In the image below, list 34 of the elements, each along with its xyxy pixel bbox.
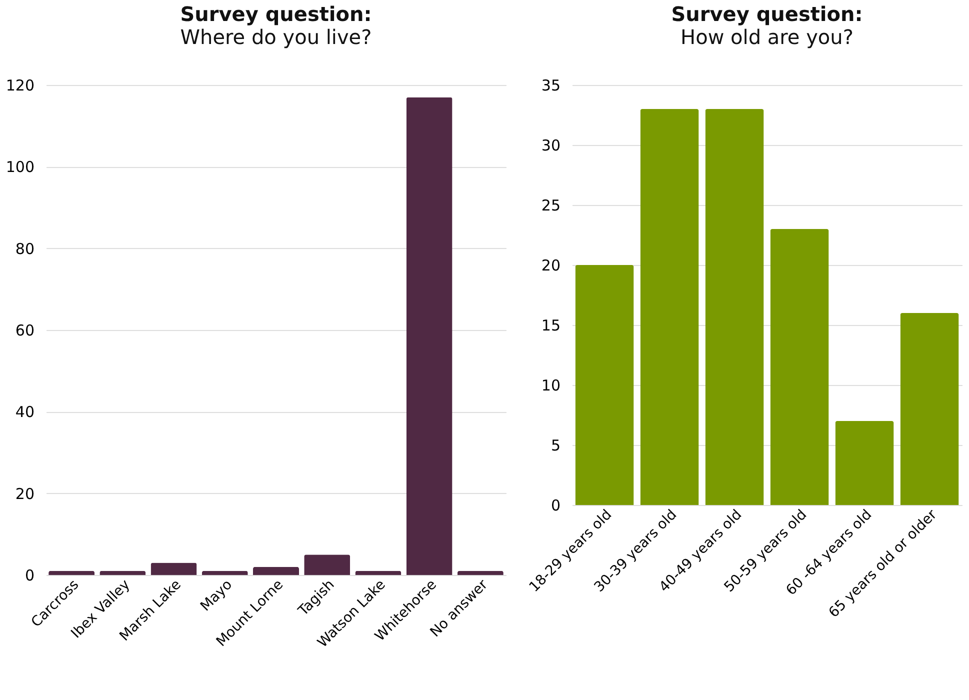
bar (705, 109, 764, 505)
bar (100, 570, 146, 575)
bar (457, 570, 504, 575)
chart-title: Survey question: (671, 2, 863, 26)
y-tick-label: 20 (15, 484, 34, 503)
bar (150, 562, 197, 575)
y-tick-label: 80 (15, 240, 34, 258)
y-tick-label: 35 (541, 76, 560, 94)
bar (770, 229, 829, 505)
y-tick-label: 15 (541, 316, 560, 334)
y-tick-label: 0 (550, 496, 560, 514)
bar (835, 421, 894, 505)
bar (575, 265, 634, 505)
bar (900, 313, 959, 505)
y-tick-label: 120 (6, 76, 34, 94)
y-tick-label: 20 (541, 256, 560, 274)
bar (253, 566, 299, 575)
y-tick-label: 30 (541, 136, 560, 154)
bar (355, 570, 402, 575)
chart-subtitle: Where do you live? (180, 25, 372, 49)
chart-subtitle: How old are you? (680, 25, 854, 49)
y-tick-label: 100 (6, 158, 34, 176)
y-tick-label: 40 (15, 403, 34, 422)
bar (406, 97, 452, 575)
bar (202, 570, 248, 575)
y-tick-label: 25 (541, 196, 560, 214)
y-tick-label: 60 (15, 322, 34, 340)
bar (48, 570, 95, 575)
bar (640, 109, 699, 505)
chart-title: Survey question: (180, 2, 372, 26)
y-tick-label: 10 (541, 376, 560, 394)
bar (304, 554, 350, 575)
y-tick-label: 5 (550, 436, 560, 454)
y-tick-label: 0 (24, 566, 34, 584)
